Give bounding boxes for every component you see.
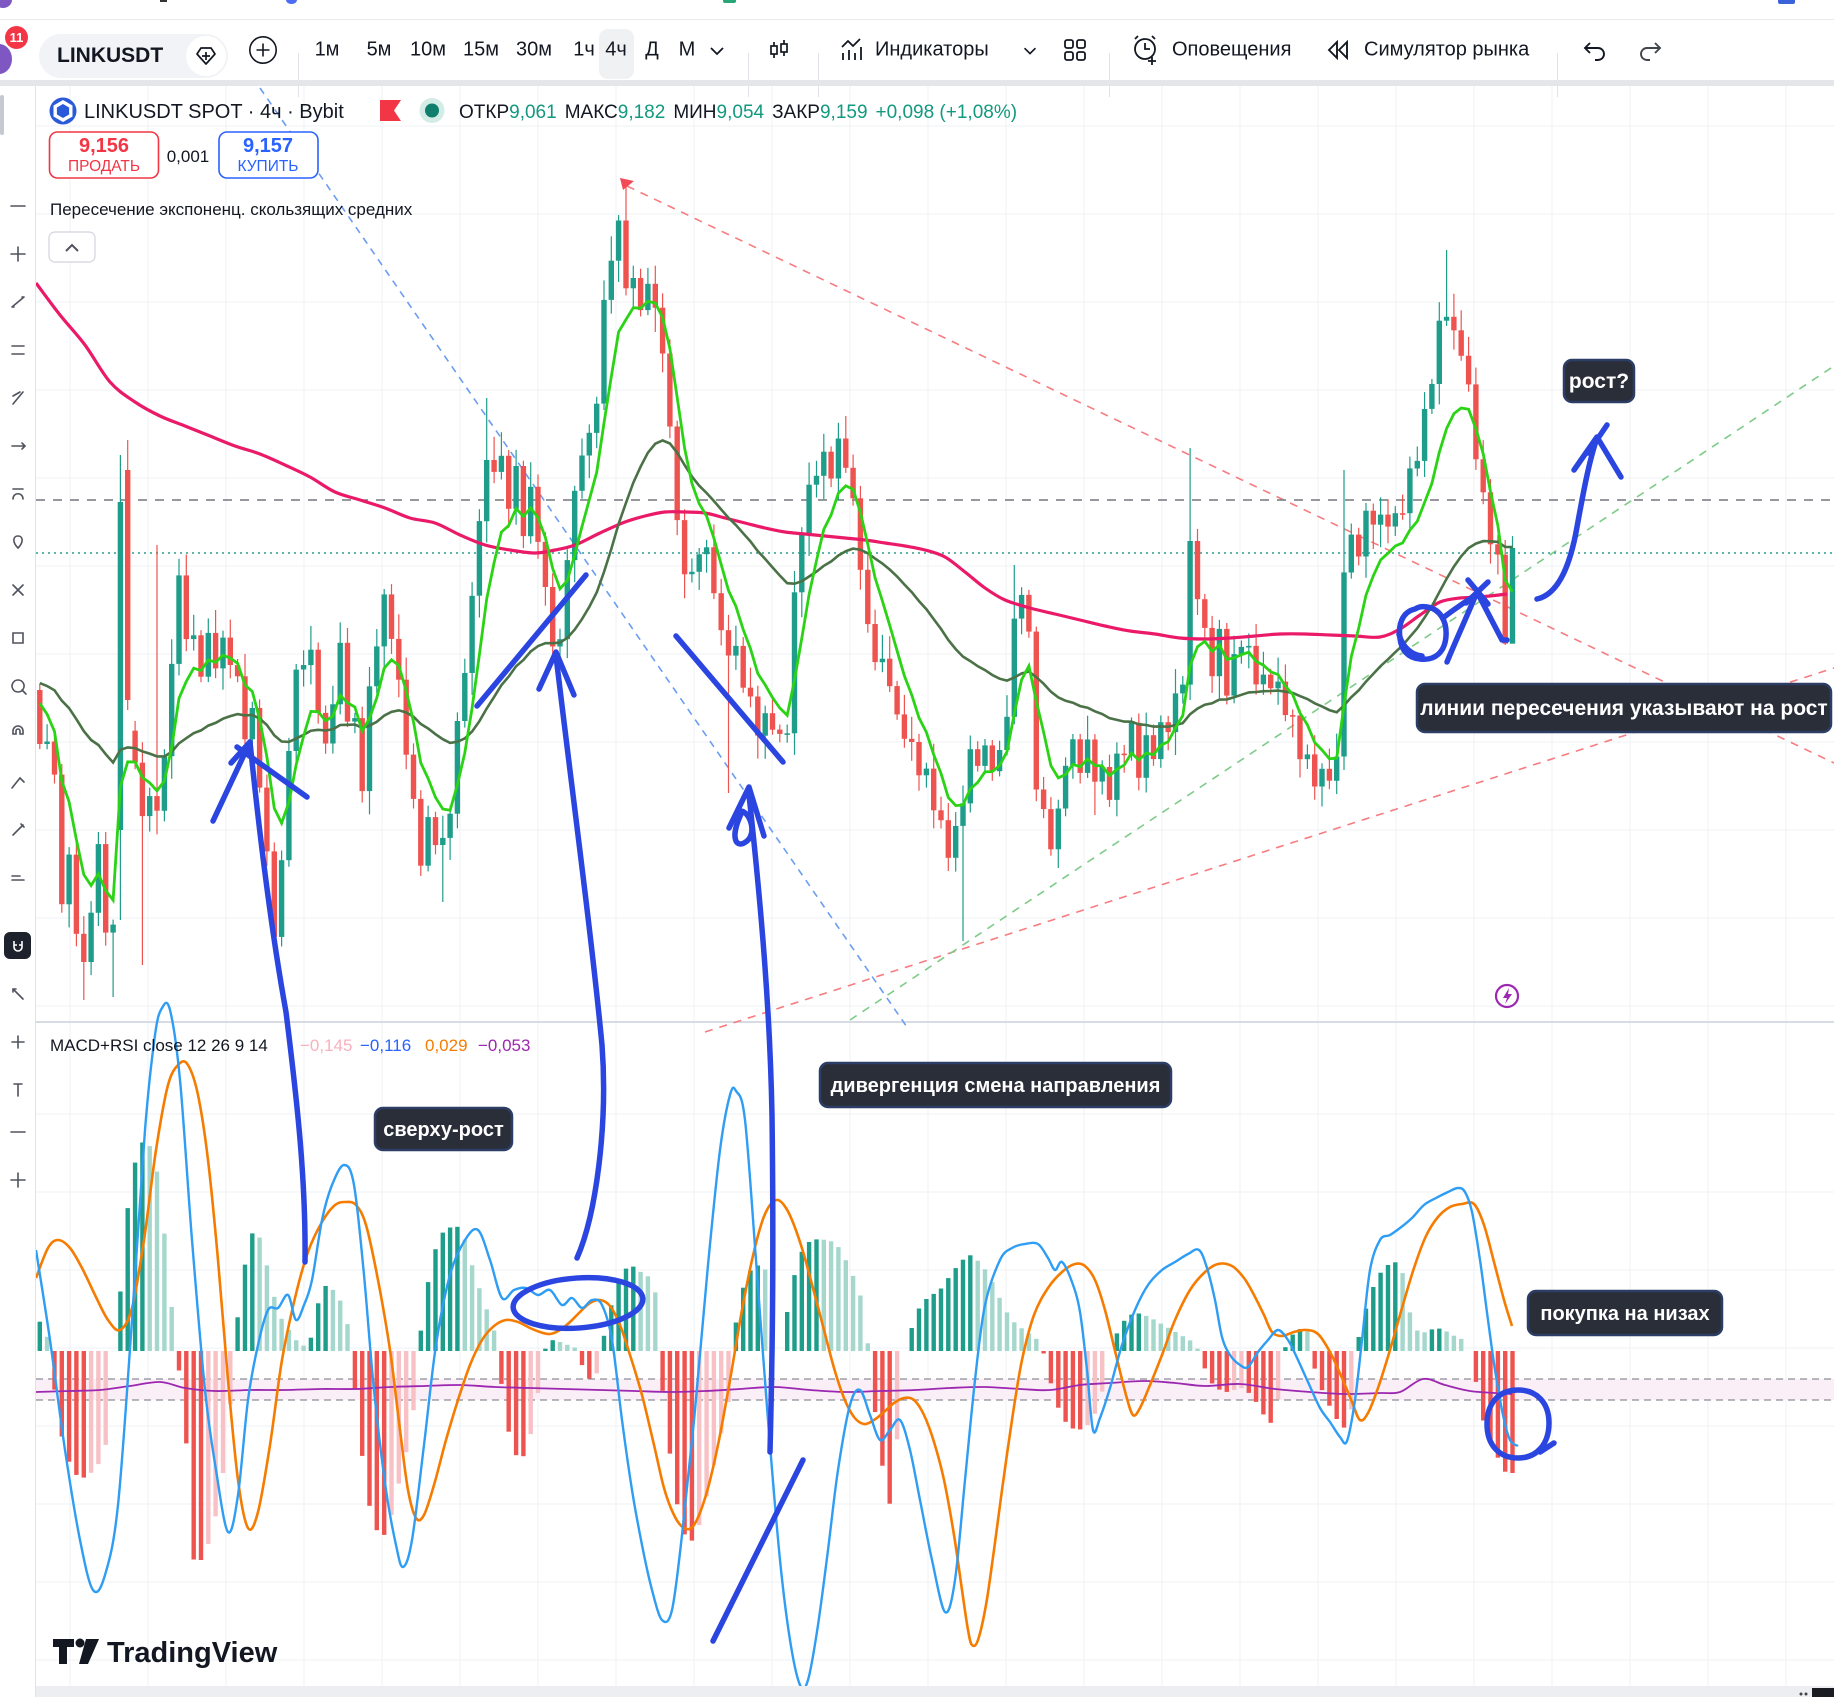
svg-text:−0,053: −0,053: [478, 1036, 530, 1055]
svg-text:0,029: 0,029: [425, 1036, 468, 1055]
svg-text:ПРОДАТЬ: ПРОДАТЬ: [68, 158, 140, 175]
svg-text:сверху-рост: сверху-рост: [383, 1119, 504, 1141]
svg-text:LINKUSDT SPOT · 4ч · Bybit: LINKUSDT SPOT · 4ч · Bybit: [84, 101, 344, 123]
svg-text:0,001: 0,001: [167, 147, 210, 166]
svg-text:9,156: 9,156: [79, 135, 129, 157]
svg-text:9,157: 9,157: [243, 135, 293, 157]
svg-text:−0,145: −0,145: [300, 1036, 352, 1055]
svg-text:линии пересечения указывают на: линии пересечения указывают на рост: [1420, 697, 1827, 720]
svg-text:−0,116: −0,116: [360, 1036, 411, 1055]
svg-text:дивергенция смена направления: дивергенция смена направления: [831, 1075, 1161, 1097]
svg-text:рост?: рост?: [1569, 370, 1629, 393]
svg-text:MACD+RSI close 12 26 9 14: MACD+RSI close 12 26 9 14: [50, 1036, 268, 1055]
svg-text:покупка на низах: покупка на низах: [1540, 1303, 1709, 1325]
svg-text:TradingView: TradingView: [107, 1637, 278, 1669]
svg-text:Пересечение экспоненц. скользя: Пересечение экспоненц. скользящих средни…: [50, 200, 413, 219]
svg-text:КУПИТЬ: КУПИТЬ: [238, 158, 299, 175]
